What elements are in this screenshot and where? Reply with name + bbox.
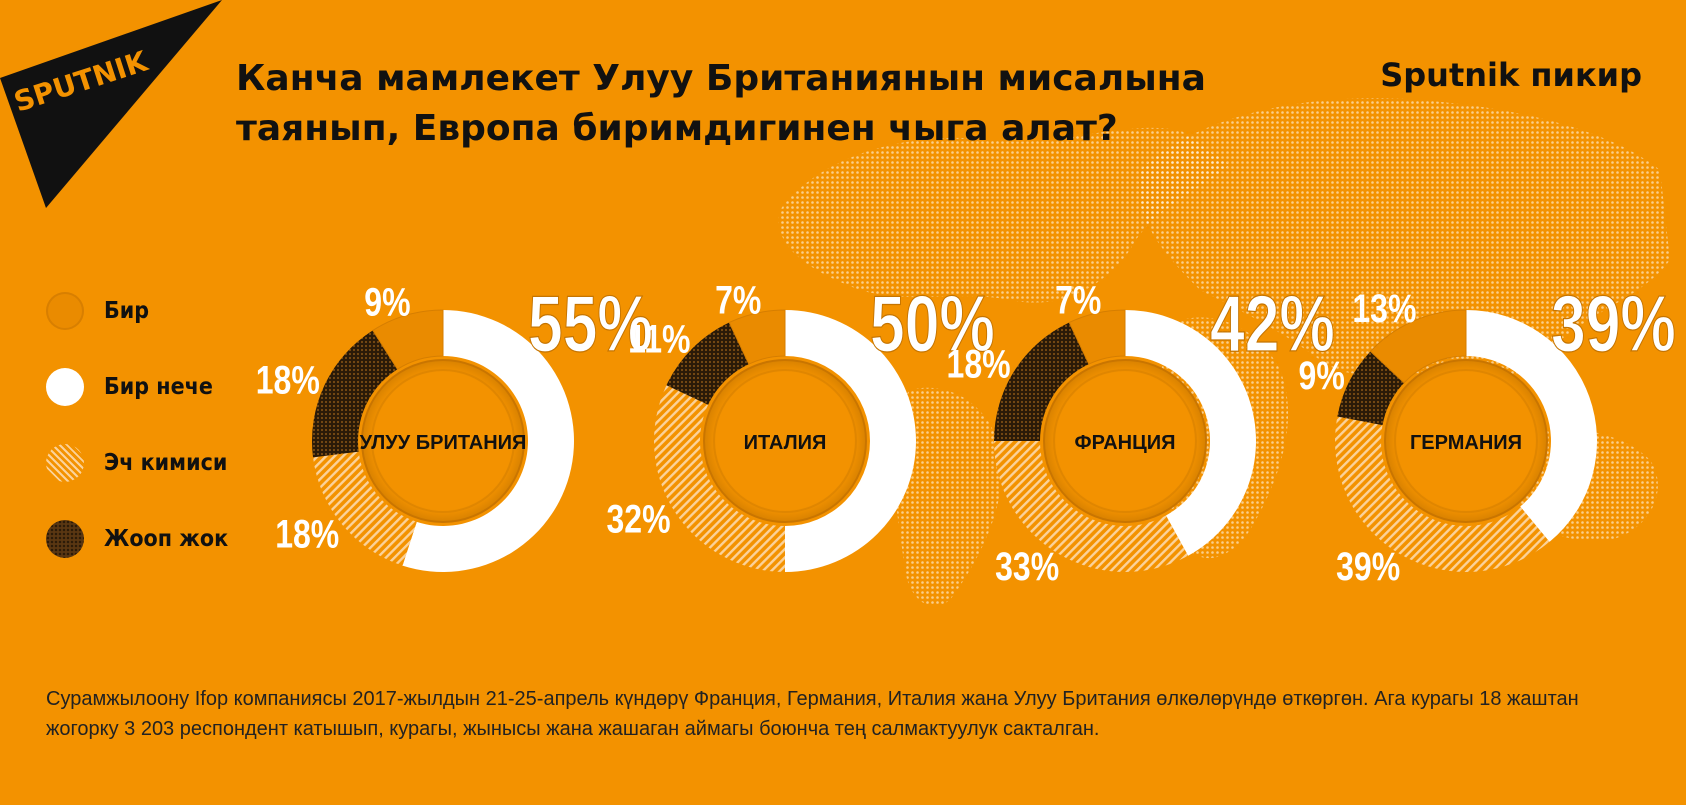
donut-3-label-no-answer: 18%	[947, 341, 1011, 386]
donut-4-center	[1384, 359, 1548, 523]
donut-2-segment-none	[653, 385, 785, 572]
donut-4-segment-none	[1334, 416, 1550, 573]
legend-item-one: Бир	[46, 292, 242, 330]
legend-swatch-one	[46, 292, 84, 330]
donut-1-segment-none	[313, 451, 417, 566]
donut-1-segment-several	[402, 310, 574, 572]
donut-1: УЛУУ БРИТАНИЯ 55% 9% 18% 18%	[256, 279, 653, 572]
donut-2-label-one: 7%	[715, 277, 761, 322]
donut-1-label-none: 18%	[275, 511, 339, 556]
legend-swatch-no-answer	[46, 520, 84, 558]
donut-3-label-none: 33%	[995, 543, 1059, 588]
donut-2-segment-no-answer	[666, 322, 749, 405]
legend-swatch-none	[46, 444, 84, 482]
legend-item-no-answer: Жооп жок	[46, 520, 242, 558]
legend: Бир Бир нече Эч кимиси Жооп жок	[46, 292, 242, 596]
donut-1-center	[361, 359, 525, 523]
donut-2-label-none: 32%	[607, 496, 671, 541]
donut-3-segment-no-answer	[994, 322, 1089, 441]
donut-3-segment-one	[1068, 309, 1126, 365]
sputnik-opinion-brand: Sputnik пикир	[1380, 56, 1642, 94]
donut-3-country-label: ФРАНЦИЯ	[1075, 432, 1176, 454]
legend-label-several: Бир нече	[104, 374, 213, 400]
donut-2-center	[703, 359, 867, 523]
donut-1-segment-one	[372, 309, 444, 370]
donut-4-segment-several	[1466, 310, 1598, 542]
sputnik-logo: SPUTNIK	[0, 0, 222, 208]
donut-1-label-one: 9%	[364, 279, 410, 324]
donut-4-label-none: 39%	[1336, 543, 1400, 588]
donut-2-country-label: ИТАЛИЯ	[744, 432, 827, 454]
donut-2-label-several: 50%	[870, 280, 995, 369]
donut-2-label-no-answer: 11%	[628, 316, 690, 361]
donut-4-label-one: 13%	[1352, 285, 1416, 330]
page-title: Канча мамлекет Улуу Британиянын мисалына…	[236, 58, 1206, 149]
donut-4-label-several: 39%	[1551, 280, 1676, 369]
donut-3-inner-ring	[1053, 369, 1197, 513]
donut-3-label-one: 7%	[1055, 277, 1101, 322]
donut-4-segment-one	[1369, 309, 1467, 384]
donut-2-inner-ring	[713, 369, 857, 513]
donut-4-country-label: ГЕРМАНИЯ	[1410, 432, 1522, 454]
donut-2-segment-one	[728, 309, 786, 365]
donut-3-segment-none	[994, 441, 1189, 573]
donut-4-segment-no-answer	[1337, 351, 1405, 426]
donut-1-segment-no-answer	[312, 330, 398, 458]
donut-4-label-no-answer: 9%	[1299, 353, 1345, 398]
legend-label-no-answer: Жооп жок	[104, 526, 229, 552]
legend-swatch-several	[46, 368, 84, 406]
donut-3: ФРАНЦИЯ 42% 7% 33% 18%	[947, 277, 1336, 589]
legend-item-none: Эч кимиси	[46, 444, 242, 482]
donut-4: ГЕРМАНИЯ 39% 13% 39% 9%	[1299, 279, 1677, 589]
donut-1-inner-ring	[371, 369, 515, 513]
donut-2: ИТАЛИЯ 50% 7% 32% 11%	[607, 277, 995, 572]
donut-2-segment-several	[785, 310, 916, 572]
donut-3-center	[1043, 359, 1207, 523]
source-note: Сурамжылоону Ifop компаниясы 2017-жылдын…	[46, 688, 1579, 740]
legend-label-none: Эч кимиси	[104, 450, 228, 476]
donut-3-label-several: 42%	[1210, 280, 1335, 369]
legend-item-several: Бир нече	[46, 368, 242, 406]
donut-1-label-several: 55%	[528, 280, 653, 369]
donut-4-inner-ring	[1394, 369, 1538, 513]
donut-1-label-no-answer: 18%	[256, 357, 320, 402]
donut-1-country-label: УЛУУ БРИТАНИЯ	[360, 432, 527, 454]
donut-3-segment-several	[1125, 310, 1256, 556]
legend-label-one: Бир	[104, 298, 150, 324]
